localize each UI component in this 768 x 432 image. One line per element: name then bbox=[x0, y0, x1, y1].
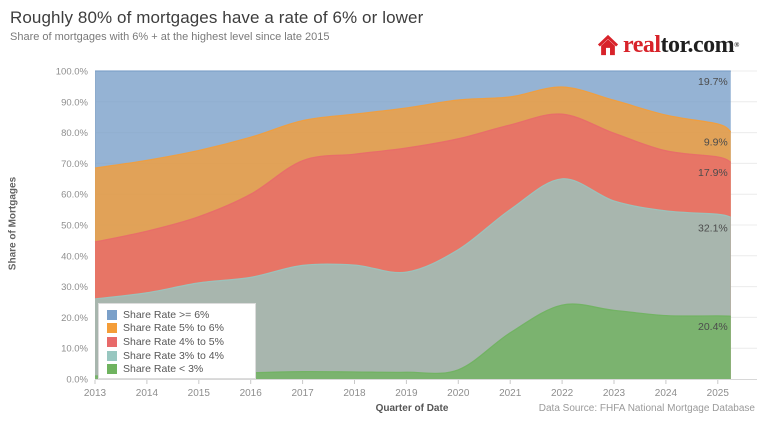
x-axis-title: Quarter of Date bbox=[375, 403, 449, 414]
series-boundary bbox=[94, 86, 732, 169]
area-series-1[interactable] bbox=[95, 304, 731, 379]
legend-swatch bbox=[107, 309, 117, 320]
legend-item[interactable]: Share Rate 4% to 5% bbox=[107, 335, 255, 349]
legend-label: Share Rate 4% to 5% bbox=[123, 335, 224, 348]
house-icon bbox=[597, 34, 619, 56]
legend-item[interactable]: Share Rate >= 6% bbox=[107, 308, 255, 322]
legend-label: Share Rate 5% to 6% bbox=[123, 322, 224, 335]
registered-mark: ® bbox=[734, 41, 739, 49]
x-tick-label: 2019 bbox=[395, 388, 418, 399]
end-label: 17.9% bbox=[698, 167, 728, 179]
y-tick-label: 0.0% bbox=[66, 375, 88, 386]
series-boundary bbox=[94, 178, 731, 300]
y-tick-label: 80.0% bbox=[61, 128, 88, 139]
data-source-caption: Data Source: FHFA National Mortgage Data… bbox=[538, 403, 755, 414]
legend-label: Share Rate >= 6% bbox=[123, 308, 210, 321]
legend-swatch bbox=[107, 336, 117, 347]
y-tick-label: 90.0% bbox=[61, 97, 88, 108]
legend-item[interactable]: Share Rate 3% to 4% bbox=[107, 349, 255, 363]
legend-item[interactable]: Share Rate < 3% bbox=[107, 362, 255, 376]
x-tick-label: 2024 bbox=[655, 388, 678, 399]
y-tick-label: 100.0% bbox=[56, 67, 89, 78]
y-tick-label: 40.0% bbox=[61, 251, 88, 262]
legend-swatch bbox=[107, 364, 117, 375]
end-label: 19.7% bbox=[698, 76, 728, 88]
y-tick-label: 50.0% bbox=[61, 221, 88, 232]
x-tick-label: 2017 bbox=[291, 388, 314, 399]
brand-real: real bbox=[623, 32, 661, 58]
legend-label: Share Rate < 3% bbox=[123, 363, 204, 376]
chart-title: Roughly 80% of mortgages have a rate of … bbox=[10, 8, 424, 27]
x-tick-label: 2021 bbox=[499, 388, 522, 399]
x-tick-label: 2022 bbox=[551, 388, 574, 399]
x-tick-label: 2025 bbox=[707, 388, 730, 399]
x-tick-label: 2014 bbox=[136, 388, 159, 399]
brand-text: realtor.com® bbox=[623, 32, 739, 58]
x-tick-label: 2013 bbox=[84, 388, 107, 399]
end-label: 32.1% bbox=[698, 222, 728, 234]
x-tick-label: 2018 bbox=[343, 388, 366, 399]
chart-legend: Share Rate >= 6% Share Rate 5% to 6% Share… bbox=[98, 303, 256, 379]
x-tick-label: 2020 bbox=[447, 388, 470, 399]
y-tick-label: 20.0% bbox=[61, 313, 88, 324]
x-tick-label: 2023 bbox=[603, 388, 626, 399]
legend-swatch bbox=[107, 323, 117, 334]
y-tick-label: 70.0% bbox=[61, 159, 88, 170]
series-boundary bbox=[94, 113, 732, 243]
x-tick-label: 2016 bbox=[240, 388, 263, 399]
y-tick-label: 60.0% bbox=[61, 190, 88, 201]
y-tick-label: 30.0% bbox=[61, 282, 88, 293]
end-label: 9.9% bbox=[704, 137, 728, 149]
x-tick-label: 2015 bbox=[188, 388, 211, 399]
realtor-logo: realtor.com® bbox=[597, 32, 739, 58]
y-tick-label: 10.0% bbox=[61, 344, 88, 355]
chart-subtitle: Share of mortgages with 6% + at the high… bbox=[10, 31, 330, 43]
legend-swatch bbox=[107, 350, 117, 361]
y-axis-title: Share of Mortgages bbox=[7, 176, 19, 271]
legend-item[interactable]: Share Rate 5% to 6% bbox=[107, 322, 255, 336]
legend-label: Share Rate 3% to 4% bbox=[123, 349, 224, 362]
end-label: 20.4% bbox=[698, 321, 728, 333]
brand-torcom: tor.com bbox=[660, 32, 735, 58]
